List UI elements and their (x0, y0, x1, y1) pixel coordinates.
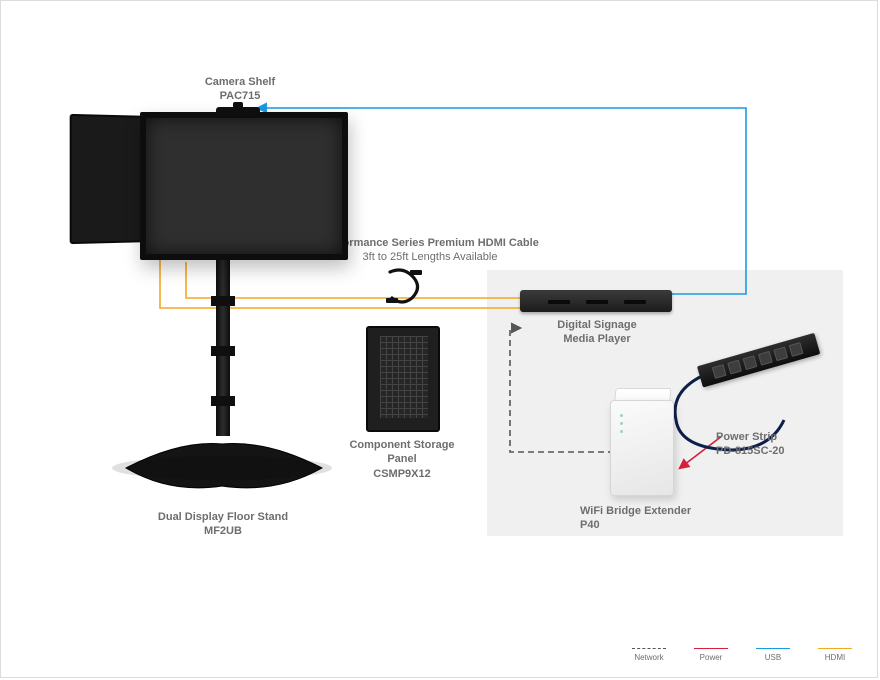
floor-stand-title: Dual Display Floor Stand (158, 511, 288, 523)
hdmi-cable-subtitle: 3ft to 25ft Lengths Available (363, 251, 498, 263)
hdmi-cable-title: Performance Series Premium HDMI Cable (321, 237, 539, 249)
wifi-extender-model: P40 (580, 519, 600, 531)
media-player-subtitle: Media Player (563, 333, 630, 345)
legend-usb: USB (756, 648, 790, 662)
floor-stand-label: Dual Display Floor Stand MF2UB (138, 510, 308, 539)
media-player-port-2 (586, 300, 608, 304)
wifi-extender-label: WiFi Bridge Extender P40 (580, 504, 720, 533)
power-strip-model: PD-815SC-20 (716, 445, 784, 457)
storage-panel-grid (380, 336, 428, 418)
storage-panel-title: Component Storage (349, 439, 454, 451)
wifi-led-3 (620, 430, 623, 433)
stand-pole (216, 250, 230, 436)
power-strip-label: Power Strip PD-815SC-20 (716, 430, 826, 459)
legend-network: Network (632, 648, 666, 662)
pole-bracket-2 (211, 346, 235, 356)
legend-power-label: Power (700, 653, 723, 662)
storage-panel-model: CSMP9X12 (373, 468, 430, 480)
camera-shelf-model: PAC715 (220, 90, 261, 102)
camera-shelf-title: Camera Shelf (205, 76, 275, 88)
pole-bracket-3 (211, 396, 235, 406)
floor-stand-model: MF2UB (204, 525, 242, 537)
storage-panel-subtitle: Panel (387, 453, 416, 465)
legend-hdmi-label: HDMI (825, 653, 845, 662)
display-front (140, 112, 348, 260)
legend-hdmi: HDMI (818, 648, 852, 662)
hdmi-cable-icon (384, 268, 424, 306)
pole-bracket-1 (211, 296, 235, 306)
media-player-port-1 (548, 300, 570, 304)
media-player-label: Digital Signage Media Player (546, 318, 648, 347)
legend-power: Power (694, 648, 728, 662)
camera-shelf-label: Camera Shelf PAC715 (170, 75, 310, 104)
media-player-port-3 (624, 300, 646, 304)
power-strip-title: Power Strip (716, 431, 777, 443)
legend-network-label: Network (634, 653, 663, 662)
wifi-extender-title: WiFi Bridge Extender (580, 505, 691, 517)
storage-panel-label: Component Storage Panel CSMP9X12 (336, 438, 468, 481)
camera-icon (233, 102, 243, 109)
media-player-title: Digital Signage (557, 319, 636, 331)
legend: Network Power USB HDMI (632, 648, 852, 662)
legend-usb-label: USB (765, 653, 781, 662)
wifi-led-2 (620, 422, 623, 425)
wifi-led-1 (620, 414, 623, 417)
